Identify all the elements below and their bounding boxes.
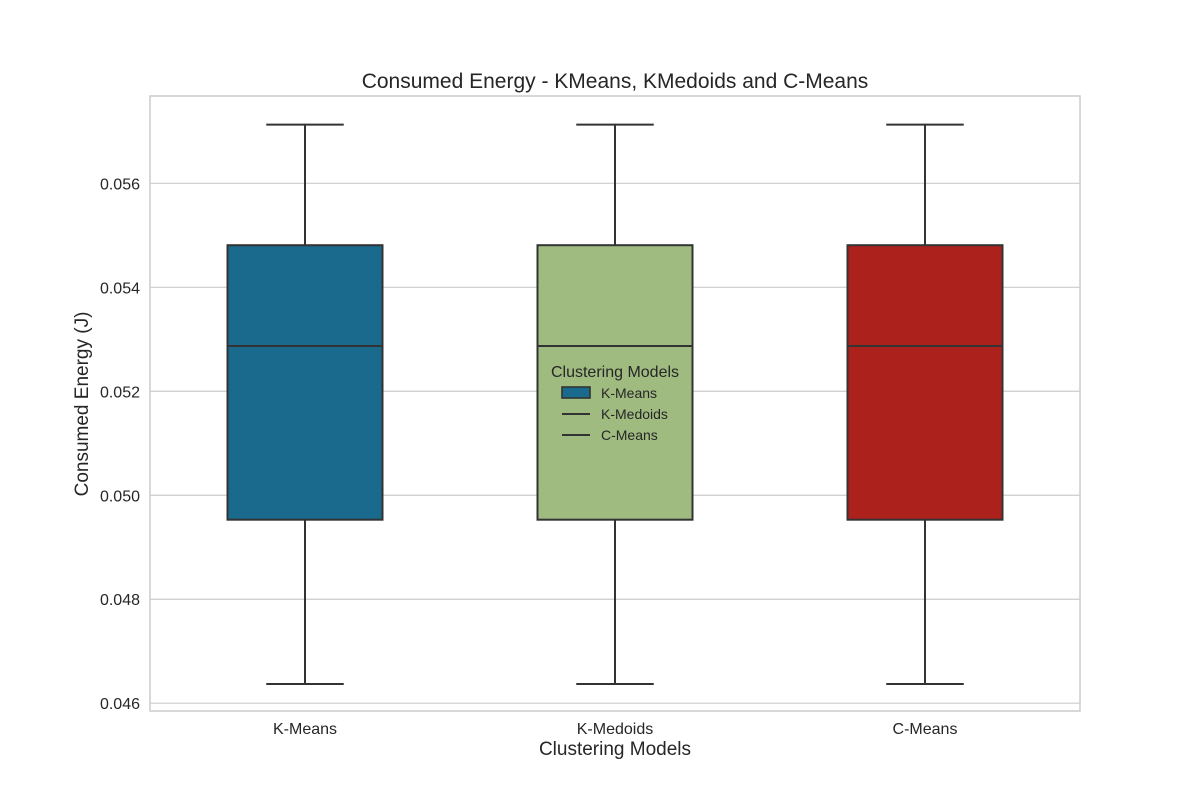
legend-swatch xyxy=(561,386,591,399)
legend: Clustering Models K-Means K-Medoids C-Mean… xyxy=(551,364,679,443)
legend-item: C-Means xyxy=(562,427,658,443)
x-tick-label: K-Means xyxy=(273,721,337,738)
legend-label: K-Means xyxy=(601,385,657,401)
y-tick-label: 0.052 xyxy=(100,384,140,401)
chart-title: Consumed Energy - KMeans, KMedoids and C… xyxy=(362,70,869,93)
legend-label: K-Medoids xyxy=(601,406,668,422)
y-axis-title: Consumed Energy (J) xyxy=(72,312,93,497)
y-tick-label: 0.056 xyxy=(100,176,140,193)
box-body xyxy=(226,244,384,521)
box-series xyxy=(226,123,1004,685)
box-k-medoids xyxy=(536,123,694,685)
x-tick-label: K-Medoids xyxy=(577,721,653,738)
x-axis-title: Clustering Models xyxy=(539,739,691,760)
y-tick-label: 0.050 xyxy=(100,488,140,505)
box-body xyxy=(536,244,694,521)
x-tick-label: C-Means xyxy=(893,721,958,738)
legend-title: Clustering Models xyxy=(551,364,679,381)
box-k-means xyxy=(226,123,384,685)
legend-item: K-Medoids xyxy=(562,406,668,422)
y-axis-ticks: 0.046 0.048 0.050 0.052 0.054 0.056 xyxy=(100,176,140,713)
legend-label: C-Means xyxy=(601,427,658,443)
box-c-means xyxy=(846,123,1004,685)
y-tick-label: 0.054 xyxy=(100,280,140,297)
x-axis-ticks: K-Means K-Medoids C-Means xyxy=(273,721,957,738)
y-tick-label: 0.048 xyxy=(100,592,140,609)
plot-frame xyxy=(149,95,1081,712)
box-body xyxy=(846,244,1004,521)
legend-item: K-Means xyxy=(561,385,657,401)
y-tick-label: 0.046 xyxy=(100,696,140,713)
